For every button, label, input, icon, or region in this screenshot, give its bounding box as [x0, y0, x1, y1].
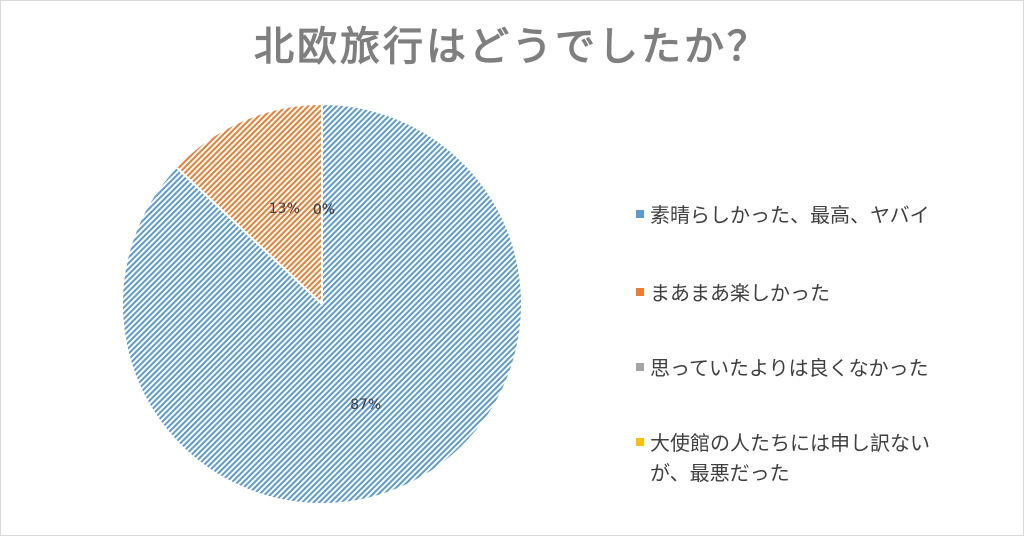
data-label-1: 13%: [269, 201, 300, 217]
legend-swatch-1: [636, 288, 644, 296]
chart-title: 北欧旅行はどうでしたか？: [254, 24, 770, 70]
data-label-2: 0%: [313, 202, 335, 218]
legend-item-3: 大使館の人たちには申し訳ないが、最悪だった: [636, 428, 960, 488]
legend-swatch-2: [636, 363, 644, 371]
data-label-0: 87%: [350, 397, 381, 413]
pie-slice-1: [174, 102, 323, 307]
legend-label-2: 思っていたよりは良くなかった: [650, 356, 929, 380]
legend-label-3: 大使館の人たちには申し訳ないが、最悪だった: [650, 431, 930, 485]
legend-item-2: 思っていたよりは良くなかった: [636, 353, 960, 383]
legend-label-0: 素晴らしかった、最高、ヤバイ: [650, 203, 930, 227]
legend-swatch-3: [636, 438, 644, 446]
legend-label-1: まあまあ楽しかった: [650, 281, 830, 305]
legend-item-0: 素晴らしかった、最高、ヤバイ: [636, 200, 960, 230]
data-label-3: 0%: [313, 202, 335, 218]
pie-slice-0: [121, 102, 523, 505]
legend-swatch-0: [636, 210, 644, 218]
legend-item-1: まあまあ楽しかった: [636, 278, 960, 308]
